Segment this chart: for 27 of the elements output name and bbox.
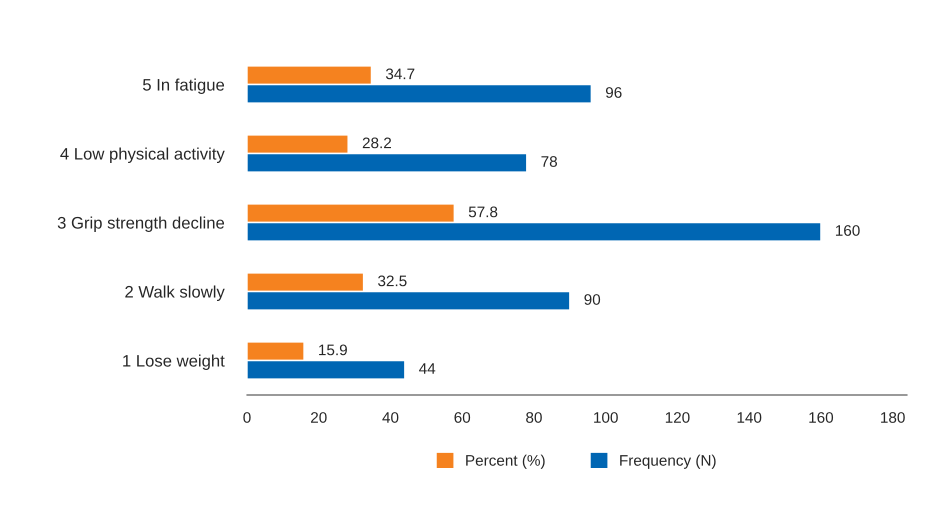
data-label: 90 — [584, 294, 600, 305]
legend-label: Percent (%) — [466, 454, 545, 469]
data-label: 32.5 — [378, 275, 407, 286]
legend-label: Frequency (N) — [620, 454, 716, 469]
data-label: 34.7 — [386, 68, 414, 80]
data-label: 160 — [836, 225, 860, 236]
y-tick-label: 3 Grip strength decline — [58, 216, 224, 232]
x-tick-label: 40 — [382, 412, 398, 423]
data-label: 78 — [541, 156, 557, 167]
y-tick-label: 5 In fatigue — [142, 78, 224, 94]
data-label: 96 — [606, 87, 622, 98]
y-tick-label: 4 Low physical activity — [60, 147, 225, 163]
data-label: 28.2 — [362, 137, 392, 148]
x-tick-label: 60 — [454, 412, 470, 423]
y-tick-label: 1 Lose weight — [123, 354, 225, 370]
data-label: 44 — [419, 363, 436, 374]
data-label: 57.8 — [468, 206, 498, 218]
x-tick-label: 160 — [809, 412, 834, 423]
x-tick-label: 20 — [311, 412, 327, 423]
x-tick-label: 120 — [666, 412, 690, 423]
data-label: 15.9 — [319, 344, 347, 356]
y-tick-label: 2 Walk slowly — [125, 285, 225, 301]
x-tick-label: 100 — [594, 412, 618, 423]
x-tick-label: 180 — [881, 412, 905, 423]
x-tick-label: 140 — [738, 412, 762, 423]
x-tick-label: 0 — [243, 412, 251, 423]
x-tick-label: 80 — [526, 412, 542, 423]
